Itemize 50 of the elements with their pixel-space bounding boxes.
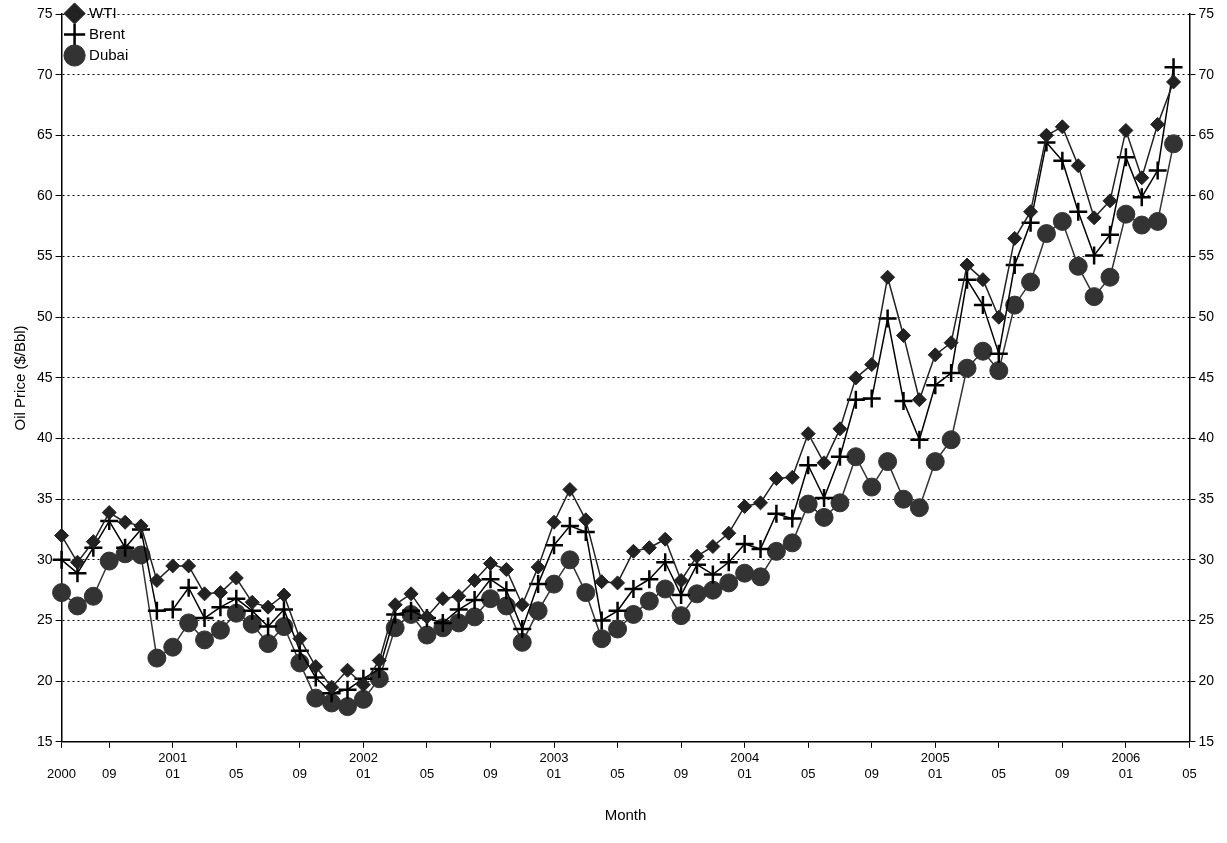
x-tick-label: 05 (800, 765, 816, 781)
x-tick-label: 2002 01 (348, 750, 378, 781)
x-tick-label: 2005 01 (920, 750, 950, 781)
y2-tick-label: 55 (1198, 247, 1215, 264)
y2-tick-label: 35 (1198, 490, 1215, 507)
y2-tick-label: 20 (1198, 672, 1215, 689)
x-tick-label: 05 (1182, 765, 1197, 781)
y-tick-label: 65 (36, 126, 53, 143)
x-tick-label: 05 (610, 765, 625, 781)
x-tick-label: 2003 01 (539, 750, 569, 781)
y2-tick-label: 30 (1198, 550, 1215, 567)
x-tick-label: 2000 (47, 765, 77, 781)
y-tick-label: 45 (36, 368, 53, 385)
y2-tick-label: 40 (1198, 429, 1215, 446)
y-tick-label: 75 (36, 4, 53, 21)
y2-tick-label: 65 (1198, 126, 1215, 143)
legend-label: Brent (89, 24, 126, 42)
x-axis-title: Month (604, 806, 647, 824)
y-tick-label: 35 (36, 490, 53, 507)
y2-tick-label: 45 (1198, 368, 1215, 385)
y2-tick-label: 75 (1198, 4, 1215, 21)
y-tick-label: 60 (36, 186, 53, 203)
x-tick-label: 2004 01 (730, 750, 760, 781)
y-tick-label: 40 (36, 429, 53, 446)
y-tick-label: 55 (36, 247, 53, 264)
y2-tick-label: 50 (1198, 308, 1215, 325)
x-tick-label: 05 (229, 765, 244, 781)
x-tick-label: 09 (864, 765, 879, 781)
x-tick-label: 09 (1055, 765, 1070, 781)
x-tick-label: 09 (292, 765, 308, 781)
x-tick-label: 2001 01 (158, 750, 188, 781)
x-tick-label: 05 (991, 765, 1007, 781)
x-tick-label: 09 (673, 765, 689, 781)
legend-label: Dubai (89, 45, 129, 63)
y-tick-label: 25 (36, 611, 53, 628)
x-tick-label: 09 (483, 765, 498, 781)
y-tick-label: 30 (36, 550, 53, 567)
y-tick-label: 70 (36, 65, 53, 82)
y2-tick-label: 25 (1198, 611, 1215, 628)
x-tick-label: 05 (419, 765, 435, 781)
x-tick-label: 2006 01 (1111, 750, 1141, 781)
y-tick-label: 15 (36, 732, 53, 749)
y-axis-title: Oil Price ($/Bbl) (11, 325, 29, 431)
y2-tick-label: 15 (1198, 732, 1215, 749)
y-tick-label: 50 (36, 308, 53, 325)
x-tick-label: 09 (101, 765, 117, 781)
y2-tick-label: 60 (1198, 186, 1215, 203)
y2-tick-label: 70 (1198, 65, 1215, 82)
legend-label: WTI (89, 3, 117, 21)
y-tick-label: 20 (36, 672, 53, 689)
